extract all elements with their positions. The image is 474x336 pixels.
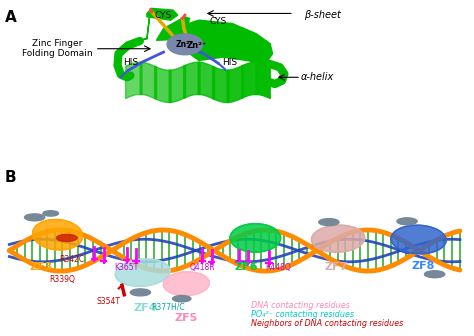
Polygon shape — [213, 66, 229, 102]
Text: β-sheet: β-sheet — [304, 10, 341, 20]
Ellipse shape — [391, 225, 446, 254]
Polygon shape — [156, 17, 190, 40]
Ellipse shape — [397, 218, 417, 225]
Text: DNA contacting residues: DNA contacting residues — [251, 301, 349, 310]
Ellipse shape — [43, 211, 58, 216]
Polygon shape — [140, 12, 152, 40]
Ellipse shape — [230, 224, 281, 252]
Ellipse shape — [25, 214, 45, 221]
Text: Zn²⁺: Zn²⁺ — [187, 41, 207, 50]
Ellipse shape — [311, 225, 365, 252]
Ellipse shape — [173, 296, 191, 302]
Text: Neighbors of DNA contacting residues: Neighbors of DNA contacting residues — [251, 319, 403, 328]
Text: ZF5: ZF5 — [175, 313, 198, 324]
Polygon shape — [147, 8, 178, 20]
Text: K365T: K365T — [114, 263, 139, 271]
Ellipse shape — [56, 234, 77, 242]
Text: CYS: CYS — [155, 11, 172, 19]
Polygon shape — [256, 62, 270, 98]
Text: Q418R: Q418R — [190, 263, 215, 271]
Ellipse shape — [425, 271, 445, 278]
Text: R448Q: R448Q — [265, 263, 291, 271]
Polygon shape — [242, 62, 258, 98]
Polygon shape — [198, 62, 215, 99]
Text: ZF4: ZF4 — [133, 303, 157, 313]
Polygon shape — [183, 62, 200, 98]
Ellipse shape — [319, 219, 339, 225]
Text: ZF8: ZF8 — [411, 261, 435, 271]
Polygon shape — [155, 66, 171, 102]
Text: ZF6: ZF6 — [234, 262, 258, 272]
Text: ZF7: ZF7 — [324, 262, 347, 272]
Text: B: B — [5, 170, 17, 185]
Polygon shape — [140, 62, 156, 99]
Text: HIS: HIS — [222, 58, 237, 67]
Ellipse shape — [115, 259, 170, 286]
Text: R342C: R342C — [59, 255, 84, 264]
Text: CYS: CYS — [210, 17, 227, 26]
Text: Zinc Finger
Folding Domain: Zinc Finger Folding Domain — [22, 39, 92, 58]
Text: Zn²⁺: Zn²⁺ — [175, 40, 194, 49]
Ellipse shape — [130, 289, 150, 296]
Text: R377H/C: R377H/C — [151, 302, 185, 311]
Text: α-helix: α-helix — [301, 72, 334, 82]
Ellipse shape — [167, 34, 203, 55]
Polygon shape — [126, 62, 142, 98]
Text: HIS: HIS — [123, 58, 138, 67]
Text: R339Q: R339Q — [49, 275, 75, 284]
Ellipse shape — [164, 272, 210, 296]
Polygon shape — [169, 65, 185, 102]
Text: S354T: S354T — [96, 297, 120, 306]
Polygon shape — [178, 20, 273, 64]
Polygon shape — [227, 65, 244, 102]
Text: ZF3: ZF3 — [30, 262, 53, 272]
Text: A: A — [5, 10, 17, 25]
Ellipse shape — [33, 219, 82, 250]
Text: PO₄²⁻ contacting residues: PO₄²⁻ contacting residues — [251, 310, 354, 319]
